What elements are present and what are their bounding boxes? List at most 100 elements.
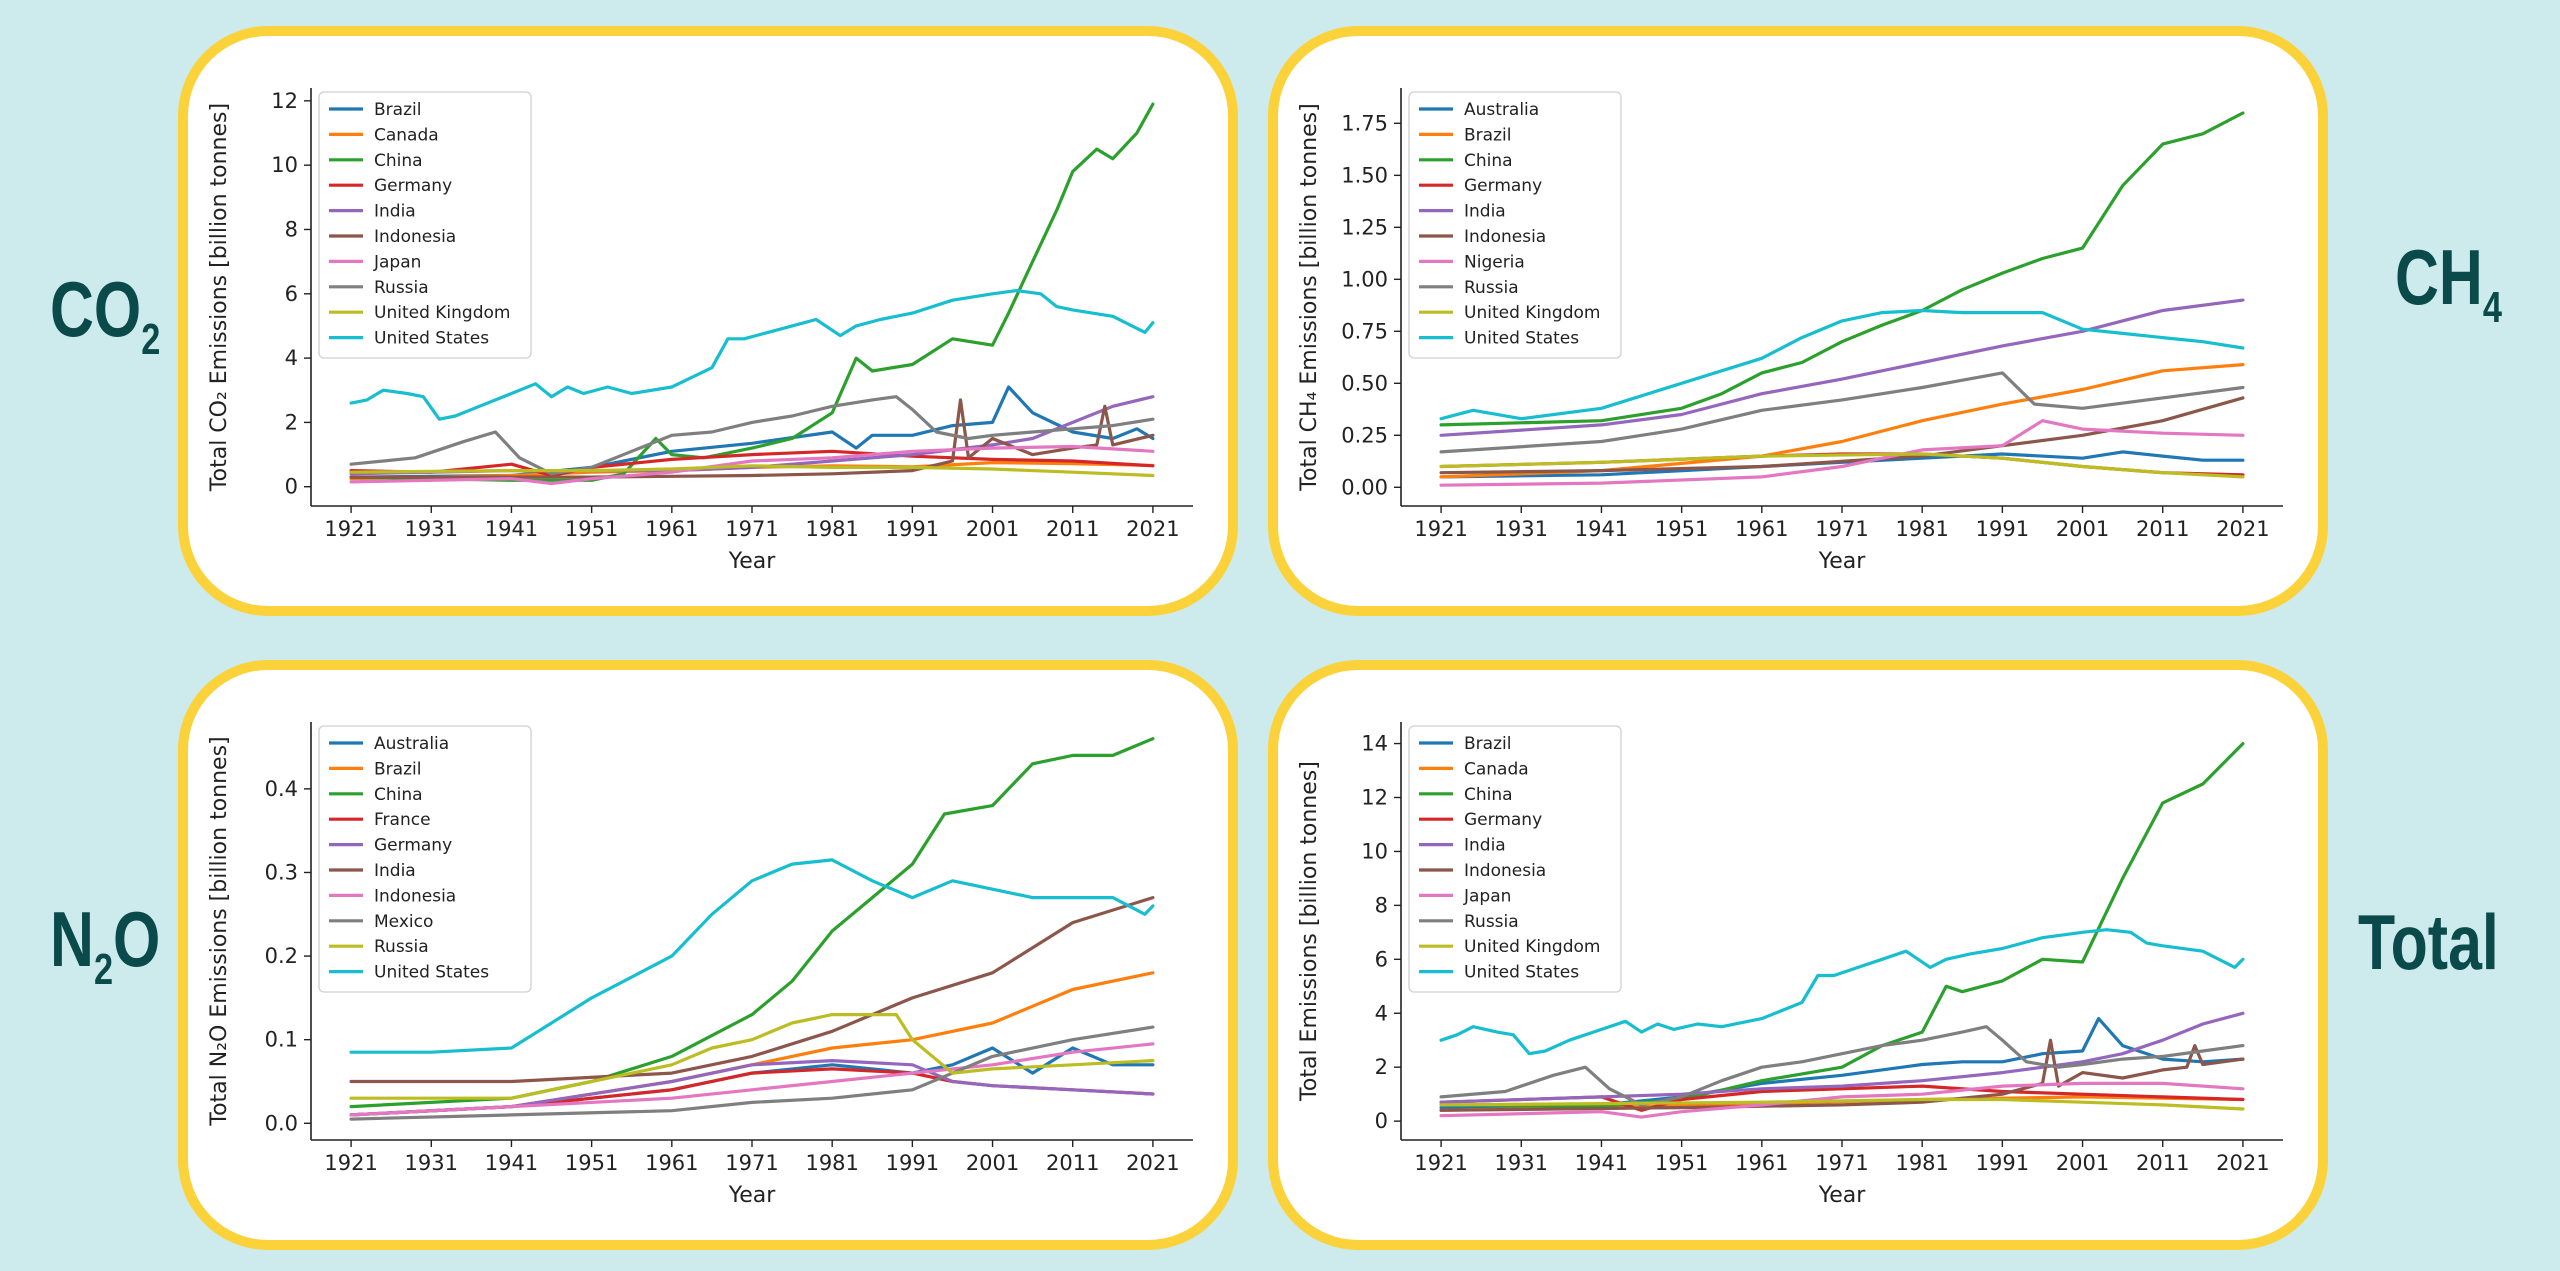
legend-label: United States (1464, 329, 1579, 349)
legend-box (318, 725, 532, 993)
x-tick-label: 1921 (1414, 1151, 1467, 1175)
legend-label: Russia (374, 937, 429, 957)
series-line-china (349, 102, 1155, 482)
y-tick-label: 12 (1361, 786, 1388, 810)
x-tick-label: 1951 (565, 517, 618, 541)
total-chart-svg: 1921 1931 1941 1951 1961 1971 1981 1991 2001 2011… (1297, 722, 2283, 1208)
x-tick-label: 1961 (645, 517, 698, 541)
y-tick-label: 14 (1361, 732, 1388, 756)
x-tick-label: 1971 (725, 517, 778, 541)
co2-side-label: CO2 (50, 265, 161, 364)
legend-label: India (374, 202, 416, 222)
y-tick-label: 6 (285, 282, 298, 306)
x-tick-label: 1931 (1495, 517, 1548, 541)
legend-label: Russia (1464, 278, 1519, 298)
y-axis-label: Total CO₂ Emissions [billion tonnes] (207, 103, 232, 492)
x-tick-label: 2021 (2216, 517, 2269, 541)
x-tick-label: 1921 (324, 517, 377, 541)
y-tick-label: 4 (285, 346, 298, 370)
y-tick-label: 0.3 (265, 860, 298, 884)
y-tick-label: 10 (1361, 839, 1388, 863)
legend-box (1408, 91, 1622, 359)
y-tick-label: 1.75 (1341, 111, 1388, 135)
y-tick-label: 0.2 (265, 944, 298, 968)
legend-label: India (374, 861, 416, 881)
series-line-russia (349, 1013, 1155, 1100)
series-line-united-kingdom (1439, 452, 2245, 479)
y-tick-label: 0.1 (265, 1028, 298, 1052)
series-line-united-states (1439, 308, 2245, 421)
legend-label: Indonesia (1464, 861, 1546, 881)
y-tick-label: 1.25 (1341, 215, 1388, 239)
x-tick-label: 1971 (725, 1151, 778, 1175)
x-tick-label: 1951 (565, 1151, 618, 1175)
series-line-germany (1439, 1084, 2245, 1112)
legend-label: Australia (1464, 100, 1539, 120)
legend-label: China (1464, 151, 1513, 171)
n2o-chart-svg: 1921 1931 1941 1951 1961 1971 1981 1991 2001 2011… (207, 722, 1193, 1208)
x-tick-label: 2001 (2056, 1151, 2109, 1175)
legend-label: United Kingdom (1464, 303, 1600, 323)
series-line-russia (1439, 1025, 2245, 1107)
legend-label: United Kingdom (1464, 937, 1600, 957)
legend-label: United Kingdom (374, 303, 510, 323)
x-axis-label: Year (1818, 549, 1867, 574)
x-tick-label: 1921 (324, 1151, 377, 1175)
y-tick-label: 0 (1375, 1109, 1388, 1133)
y-tick-label: 10 (271, 153, 298, 177)
y-tick-label: 6 (1375, 947, 1388, 971)
legend-label: Canada (374, 125, 439, 145)
series-line-india (1439, 1011, 2245, 1104)
x-tick-label: 1991 (1976, 1151, 2029, 1175)
y-tick-label: 0.00 (1341, 475, 1388, 499)
y-tick-label: 0.0 (265, 1111, 298, 1135)
legend-label: China (374, 785, 423, 805)
series-line-united-states (1439, 928, 2245, 1056)
series-line-indonesia (349, 1042, 1155, 1117)
series-line-united-kingdom (1439, 1097, 2245, 1111)
co2-chart-panel: 1921 1931 1941 1951 1961 1971 1981 1991 2001 2011… (178, 26, 1238, 616)
series-line-germany (349, 449, 1155, 478)
x-tick-label: 2021 (1126, 517, 1179, 541)
legend-label: Mexico (374, 912, 433, 932)
y-tick-label: 0.4 (265, 777, 298, 801)
legend: Australia Brazil China France Germany India In… (318, 725, 532, 993)
legend-label: United States (374, 329, 489, 349)
x-tick-label: 1931 (405, 517, 458, 541)
legend-label: Brazil (1464, 125, 1511, 145)
legend-label: China (1464, 785, 1513, 805)
y-tick-label: 8 (285, 217, 298, 241)
legend-label: Russia (1464, 912, 1519, 932)
series-line-indonesia (349, 398, 1155, 479)
series-line-mexico (349, 1025, 1155, 1121)
series-line-united-states (349, 289, 1155, 421)
x-axis-label: Year (1818, 1183, 1867, 1208)
legend-box (1408, 725, 1622, 993)
x-axis-label: Year (728, 1183, 777, 1208)
legend-label: China (374, 151, 423, 171)
y-axis-label: Total N₂O Emissions [billion tonnes] (207, 736, 232, 1126)
y-tick-label: 0.75 (1341, 319, 1388, 343)
series-line-brazil (349, 385, 1155, 479)
y-tick-label: 1.00 (1341, 267, 1388, 291)
y-axis-label: Total Emissions [billion tonnes] (1297, 761, 1322, 1102)
legend-label: United States (374, 963, 489, 983)
x-tick-label: 1941 (1575, 1151, 1628, 1175)
series-line-china (349, 737, 1155, 1109)
n2o-side-label: N2O (50, 895, 161, 994)
x-tick-label: 1941 (485, 1151, 538, 1175)
legend-label: Australia (374, 734, 449, 754)
x-tick-label: 1941 (1575, 517, 1628, 541)
x-tick-label: 2001 (966, 1151, 1019, 1175)
x-tick-label: 1971 (1815, 517, 1868, 541)
x-tick-label: 1991 (886, 517, 939, 541)
legend-label: Germany (1464, 176, 1542, 196)
x-tick-label: 1991 (886, 1151, 939, 1175)
y-tick-label: 2 (285, 410, 298, 434)
series-lines (1439, 111, 2245, 487)
series-line-japan (349, 444, 1155, 486)
legend-label: Nigeria (1464, 252, 1525, 272)
x-tick-label: 1981 (1895, 517, 1948, 541)
series-line-india (1439, 298, 2245, 437)
x-tick-label: 1961 (1735, 517, 1788, 541)
